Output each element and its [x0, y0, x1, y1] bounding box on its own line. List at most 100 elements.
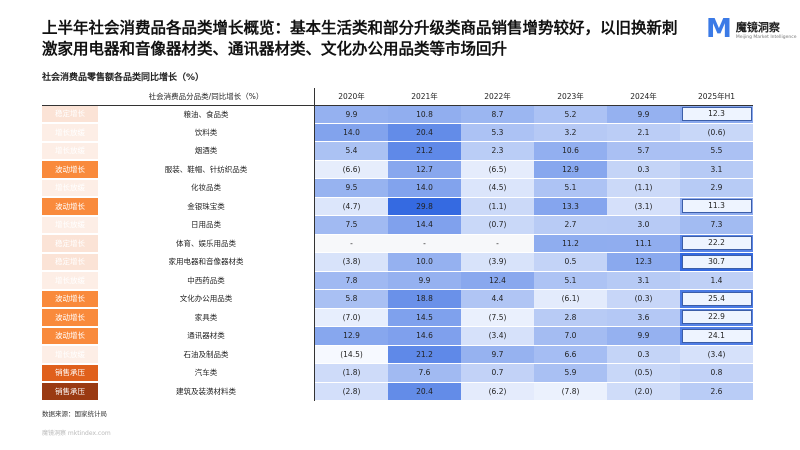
- cell: 4.4: [461, 289, 534, 309]
- cell: -: [461, 234, 534, 253]
- cell: (3.1): [607, 197, 680, 216]
- cell: 9.9: [607, 326, 680, 346]
- cell-value: 30.7: [681, 254, 752, 269]
- cell: (6.1): [534, 289, 607, 309]
- cell: -: [388, 234, 461, 253]
- cell: 0.5: [534, 252, 607, 272]
- cell: 2.9: [680, 178, 753, 198]
- cell: 9.9: [388, 271, 461, 290]
- category: 服装、鞋帽、针纺织品类: [98, 160, 315, 179]
- row: 波动增长 服装、鞋帽、针纺织品类 (6.6) 12.7 (6.5) 12.9 0.3 3.1: [42, 160, 753, 180]
- row: 增长放缓 化妆品类 9.5 14.0 (4.5) 5.1 (1.1) 2.9: [42, 178, 753, 198]
- cell-value: 24.1: [681, 328, 752, 343]
- cell: 5.8: [314, 289, 388, 309]
- header-cell: 2021年: [388, 88, 461, 106]
- cell: 3.6: [607, 308, 680, 327]
- cell: 14.4: [388, 215, 461, 235]
- header-cell: 社会消费品分品类/同比增长（%）: [98, 88, 315, 106]
- cell: (14.5): [314, 345, 388, 364]
- tag: 稳定增长: [42, 252, 98, 272]
- tag: 增长放缓: [42, 141, 98, 161]
- cell: 5.4: [314, 141, 388, 161]
- row: 增长放缓 烟酒类 5.4 21.2 2.3 10.6 5.7 5.5: [42, 141, 753, 161]
- cell: 25.4: [680, 289, 753, 309]
- cell: 9.7: [461, 345, 534, 364]
- cell: 1.4: [680, 271, 753, 290]
- header-cell: 2024年: [607, 88, 680, 106]
- tag: 稳定增长: [42, 234, 98, 254]
- cell: (6.2): [461, 382, 534, 401]
- header-cell: 2025年H1: [680, 88, 753, 106]
- cell: 7.3: [680, 215, 753, 235]
- cell-value: 25.4: [681, 291, 752, 306]
- cell: 9.9: [607, 105, 680, 124]
- row: 稳定增长 体育、娱乐用品类 - - -11.2 11.1 22.2: [42, 234, 753, 254]
- cell: 3.0: [607, 215, 680, 235]
- cell: (1.8): [314, 363, 388, 383]
- cell: 3.2: [534, 123, 607, 142]
- cell: 9.5: [314, 178, 388, 198]
- cell: 10.0: [388, 252, 461, 272]
- logo-sub: Meijing Market Intelligence: [735, 34, 797, 40]
- category: 石油及制品类: [98, 345, 315, 364]
- cell: (6.6): [314, 160, 388, 179]
- cell: 2.8: [534, 308, 607, 327]
- cell: (4.7): [314, 197, 388, 216]
- row: 增长放缓 饮料类 14.0 20.4 5.3 3.2 2.1 (0.6): [42, 123, 753, 143]
- subtitle: 社会消费品零售额各品类同比增长（%）: [42, 73, 205, 83]
- cell: 5.3: [461, 123, 534, 142]
- cell: (7.5): [461, 308, 534, 327]
- cell: 9.9: [314, 105, 388, 124]
- table: 社会消费品分品类/同比增长（%） 2020年 2021年 2022年 2023年 2024…: [42, 88, 753, 402]
- category: 化妆品类: [98, 178, 315, 197]
- cell: 7.6: [388, 363, 461, 383]
- cell: 29.8: [388, 197, 461, 216]
- tag: 销售承压: [42, 382, 98, 402]
- cell: (2.0): [607, 382, 680, 401]
- cell: 10.6: [534, 141, 607, 161]
- cell: 30.7: [680, 252, 753, 272]
- tag: 波动增长: [42, 289, 98, 309]
- tag: 销售承压: [42, 363, 98, 383]
- category: 饮料类: [98, 123, 315, 142]
- row: 销售承压 汽车类 (1.8) 7.6 0.7 5.9 (0.5) 0.8: [42, 363, 753, 383]
- category: 粮油、食品类: [98, 105, 315, 123]
- cell-value: 22.9: [681, 310, 752, 325]
- cell: 7.5: [314, 215, 388, 235]
- cell: 5.1: [534, 271, 607, 290]
- title: 上半年社会消费品各品类增长概览：基本生活类和部分升级类商品销售增势较好，以旧换新…: [42, 19, 678, 58]
- cell: 12.4: [461, 271, 534, 290]
- tag: 增长放缓: [42, 271, 98, 291]
- category: 体育、娱乐用品类: [98, 234, 315, 253]
- tag: 稳定增长: [42, 105, 98, 124]
- header-cell: 2023年: [534, 88, 607, 106]
- cell: 14.0: [388, 178, 461, 198]
- cell: 22.9: [680, 308, 753, 327]
- cell: 13.3: [534, 197, 607, 216]
- cell: (7.0): [314, 308, 388, 327]
- tag: 增长放缓: [42, 215, 98, 235]
- cell: 20.4: [388, 382, 461, 401]
- cell: (0.5): [607, 363, 680, 383]
- row: 稳定增长 家用电器和音像器材类 (3.8) 10.0 (3.9) 0.5 12.3 30.7: [42, 252, 753, 272]
- cell: 11.3: [680, 197, 753, 216]
- logo-name: 魔镜洞察: [735, 20, 780, 34]
- category: 通讯器材类: [98, 326, 315, 345]
- row: 增长放缓 日用品类 7.5 14.4 (0.7) 2.7 3.0 7.3: [42, 215, 753, 235]
- watermark: 魔镜洞察 mktindex.com: [42, 430, 111, 437]
- cell: 14.5: [388, 308, 461, 327]
- cell: (3.9): [461, 252, 534, 272]
- cell: (1.1): [461, 197, 534, 216]
- cell: (1.1): [607, 178, 680, 198]
- tag: 增长放缓: [42, 345, 98, 365]
- category: 日用品类: [98, 215, 315, 234]
- cell: 6.6: [534, 345, 607, 364]
- cell: 21.2: [388, 141, 461, 161]
- cell: 2.1: [607, 123, 680, 142]
- cell: 14.0: [314, 123, 388, 142]
- cell: 18.8: [388, 289, 461, 309]
- cell-value: 11.3: [681, 199, 752, 214]
- header-cell: 2020年: [314, 88, 388, 106]
- cell: (6.5): [461, 160, 534, 179]
- tag: 增长放缓: [42, 178, 98, 198]
